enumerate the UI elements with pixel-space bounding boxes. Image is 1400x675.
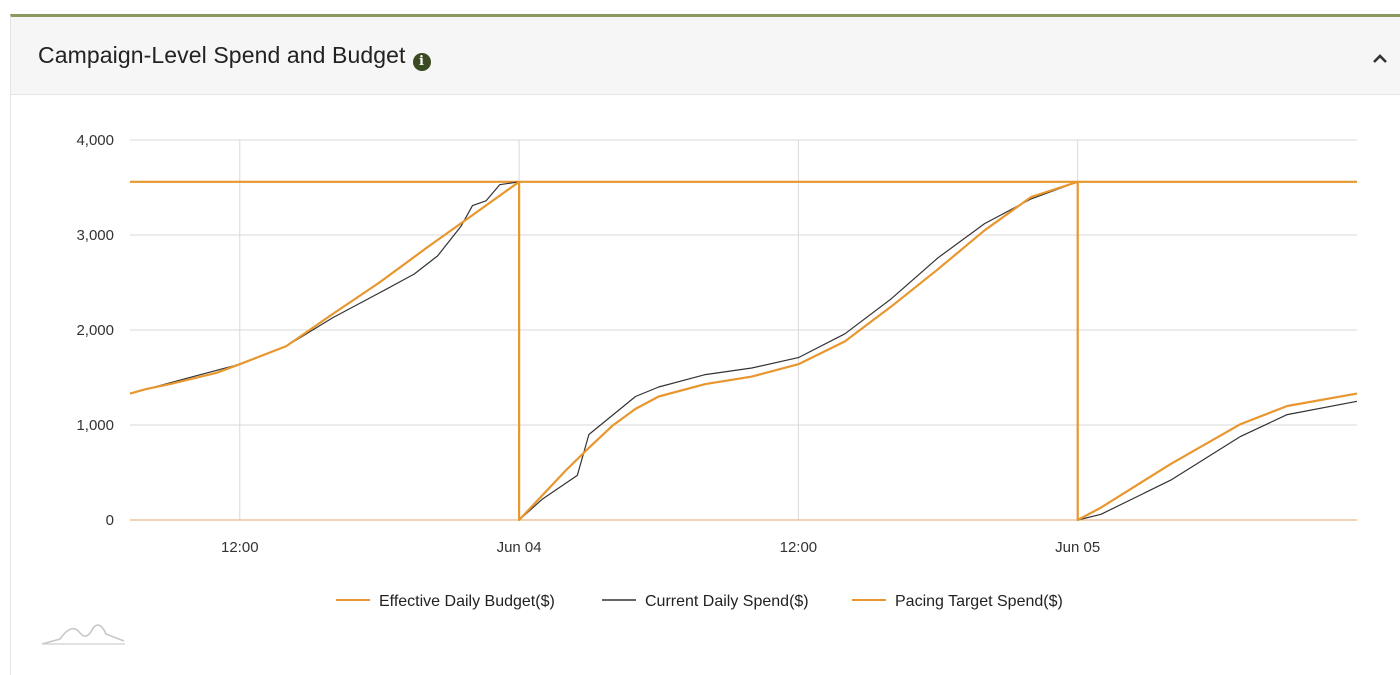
series-line-1	[129, 181, 1358, 521]
chart-legend: Effective Daily Budget($) Current Daily S…	[336, 593, 1063, 610]
chart-watermark-icon	[41, 624, 125, 645]
legend-label: Current Daily Spend($)	[645, 593, 809, 610]
panel-header: Campaign-Level Spend and Budget i	[11, 17, 1400, 95]
x-tick-label: Jun 05	[1055, 539, 1100, 556]
chart-axes: 4,000 3,000 2,000 1,000 0 12:00 Jun 04 12:00 Jun…	[76, 132, 1357, 556]
y-tick-label: 0	[106, 512, 114, 529]
legend-label: Pacing Target Spend($)	[895, 593, 1063, 610]
y-tick-label: 2,000	[76, 322, 114, 339]
legend-item[interactable]: Pacing Target Spend($)	[852, 593, 1063, 610]
x-tick-label: 12:00	[780, 539, 818, 556]
y-tick-label: 3,000	[76, 227, 114, 244]
panel-title-text: Campaign-Level Spend and Budget	[38, 42, 406, 68]
info-icon[interactable]: i	[412, 53, 431, 71]
legend-item[interactable]: Current Daily Spend($)	[602, 593, 809, 610]
legend-label: Effective Daily Budget($)	[379, 593, 555, 610]
x-tick-label: 12:00	[221, 539, 259, 556]
y-tick-label: 1,000	[76, 417, 114, 434]
y-tick-label: 4,000	[76, 132, 114, 149]
panel-title: Campaign-Level Spend and Budget i	[38, 42, 431, 71]
chart-series	[129, 180, 1358, 522]
chevron-up-icon[interactable]	[1372, 51, 1388, 67]
legend-item[interactable]: Effective Daily Budget($)	[336, 593, 555, 610]
x-tick-label: Jun 04	[497, 539, 542, 556]
chart-panel: Campaign-Level Spend and Budget i	[10, 14, 1400, 675]
series-line-2	[129, 180, 1358, 522]
